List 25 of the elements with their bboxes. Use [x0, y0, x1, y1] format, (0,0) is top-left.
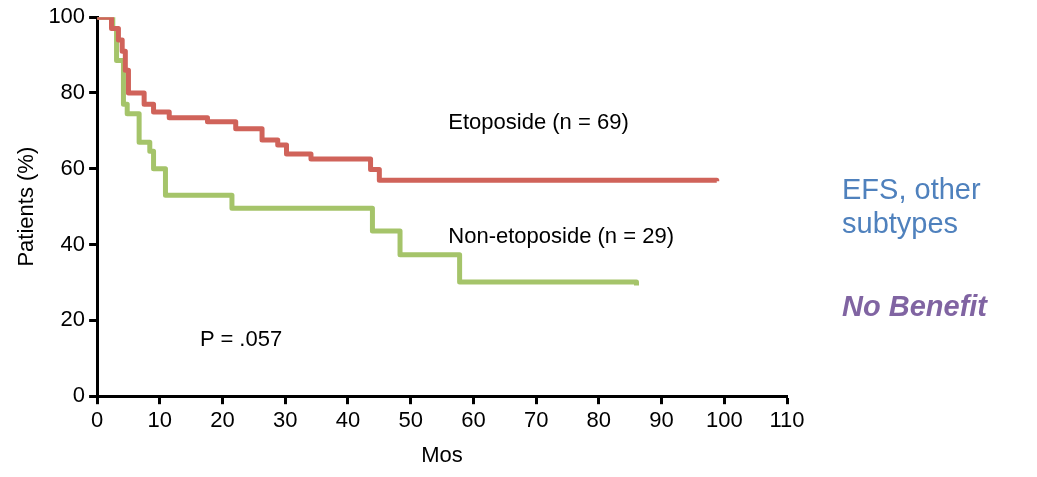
text: Etoposide (n = 69): [448, 109, 629, 135]
y-tick-label: 40: [60, 230, 86, 256]
x-tick-label: 10: [147, 407, 173, 433]
x-tick-label: 50: [398, 407, 423, 433]
x-tick-label: 20: [210, 407, 235, 433]
y-tick-label: 60: [60, 154, 86, 180]
y-tick-label: 80: [60, 79, 86, 105]
x-axis-title: Mos: [421, 441, 463, 467]
x-tick-label: 70: [523, 407, 549, 433]
x-tick-label: 0: [90, 407, 104, 433]
x-tick-label: 40: [335, 407, 361, 433]
text: EFS, other subtypes: [842, 172, 982, 240]
x-tick-label: 110: [769, 407, 805, 433]
y-tick-label: 100: [48, 3, 86, 29]
text: No Benefit: [842, 290, 987, 323]
y-tick-label: 0: [72, 382, 86, 408]
series-label: Non-etoposide (n = 29): [448, 223, 674, 249]
x-tick-label: 60: [461, 407, 486, 433]
y-tick-label: 20: [60, 306, 86, 332]
annotation: P = .057: [200, 326, 283, 352]
x-tick-label: 90: [649, 407, 674, 433]
y-axis-title: Patients (%): [13, 146, 39, 267]
x-tick-label: 100: [705, 407, 743, 433]
x-tick-label: 80: [586, 407, 612, 433]
x-tick-label: 30: [273, 407, 298, 433]
